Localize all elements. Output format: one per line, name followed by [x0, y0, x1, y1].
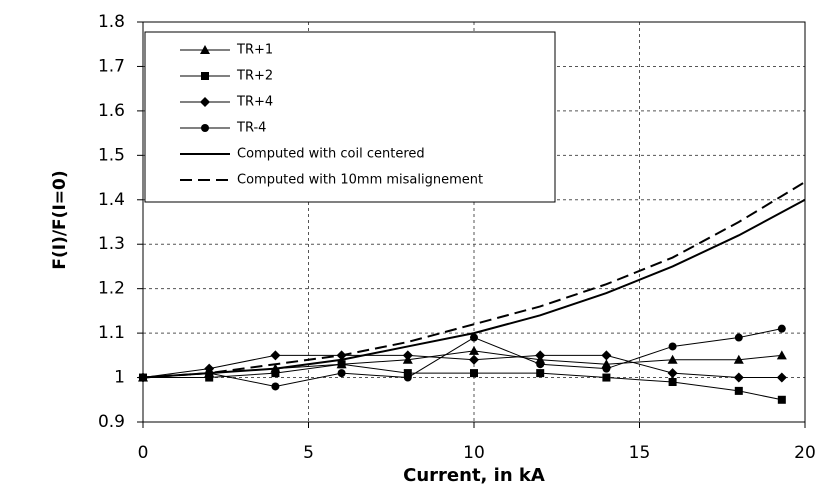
marker: [536, 360, 545, 369]
marker: [668, 378, 677, 386]
marker: [602, 364, 611, 373]
legend-marker: [200, 97, 210, 107]
marker: [470, 333, 478, 342]
marker: [470, 369, 478, 378]
marker: [535, 350, 546, 361]
marker: [668, 342, 677, 351]
marker: [403, 369, 412, 378]
marker: [776, 372, 787, 383]
y-tick-label: 1.6: [98, 101, 125, 121]
legend-marker: [201, 124, 209, 132]
marker: [271, 369, 280, 378]
marker: [733, 354, 744, 364]
y-tick-label: 1.4: [98, 190, 125, 210]
x-tick-label: 0: [138, 443, 149, 463]
marker: [402, 350, 413, 361]
series-line: [142, 354, 782, 379]
marker: [777, 395, 786, 404]
marker: [403, 373, 412, 382]
marker: [536, 369, 545, 378]
x-tick-label: 15: [629, 443, 651, 463]
marker: [667, 354, 678, 364]
marker: [271, 382, 280, 391]
y-tick-label: 1.7: [98, 56, 125, 76]
x-tick-label: 5: [303, 443, 314, 463]
y-tick-label: 1.1: [98, 323, 125, 343]
marker: [601, 350, 612, 361]
series-line: [142, 198, 806, 379]
legend-label: TR+1: [236, 43, 273, 58]
plot-frame: [142, 21, 806, 423]
marker: [205, 373, 214, 382]
y-tick-label: 1.8: [98, 12, 125, 32]
marker: [777, 324, 786, 333]
marker: [734, 386, 743, 395]
marker: [337, 360, 346, 369]
series-line: [142, 181, 806, 379]
x-axis-label: Current, in kA: [403, 465, 545, 486]
x-tick-label: 20: [794, 443, 816, 463]
marker: [667, 368, 678, 379]
marker: [776, 350, 787, 360]
y-tick-label: 1: [114, 368, 125, 388]
legend-marker: [201, 72, 209, 80]
marker: [733, 372, 744, 383]
legend-box: [144, 31, 556, 203]
legend-label: TR+2: [236, 69, 273, 84]
marker: [602, 373, 611, 382]
legend-label: TR+4: [236, 95, 273, 110]
y-tick-label: 1.3: [98, 234, 125, 254]
y-tick-label: 1.5: [98, 145, 125, 165]
legend-label: Computed with 10mm misalignement: [237, 173, 483, 188]
marker: [337, 369, 346, 378]
y-tick-label: 1.2: [98, 279, 125, 299]
legend-label: TR-4: [236, 121, 266, 136]
marker: [734, 333, 743, 342]
y-tick-label: 0.9: [98, 412, 125, 432]
legend-label: Computed with coil centered: [237, 147, 425, 162]
marker: [469, 354, 479, 365]
marker: [469, 345, 479, 355]
legend-marker: [200, 45, 210, 54]
y-axis-label: F(I)/F(I=0): [50, 170, 70, 269]
x-tick-label: 10: [463, 443, 485, 463]
marker: [270, 350, 281, 361]
